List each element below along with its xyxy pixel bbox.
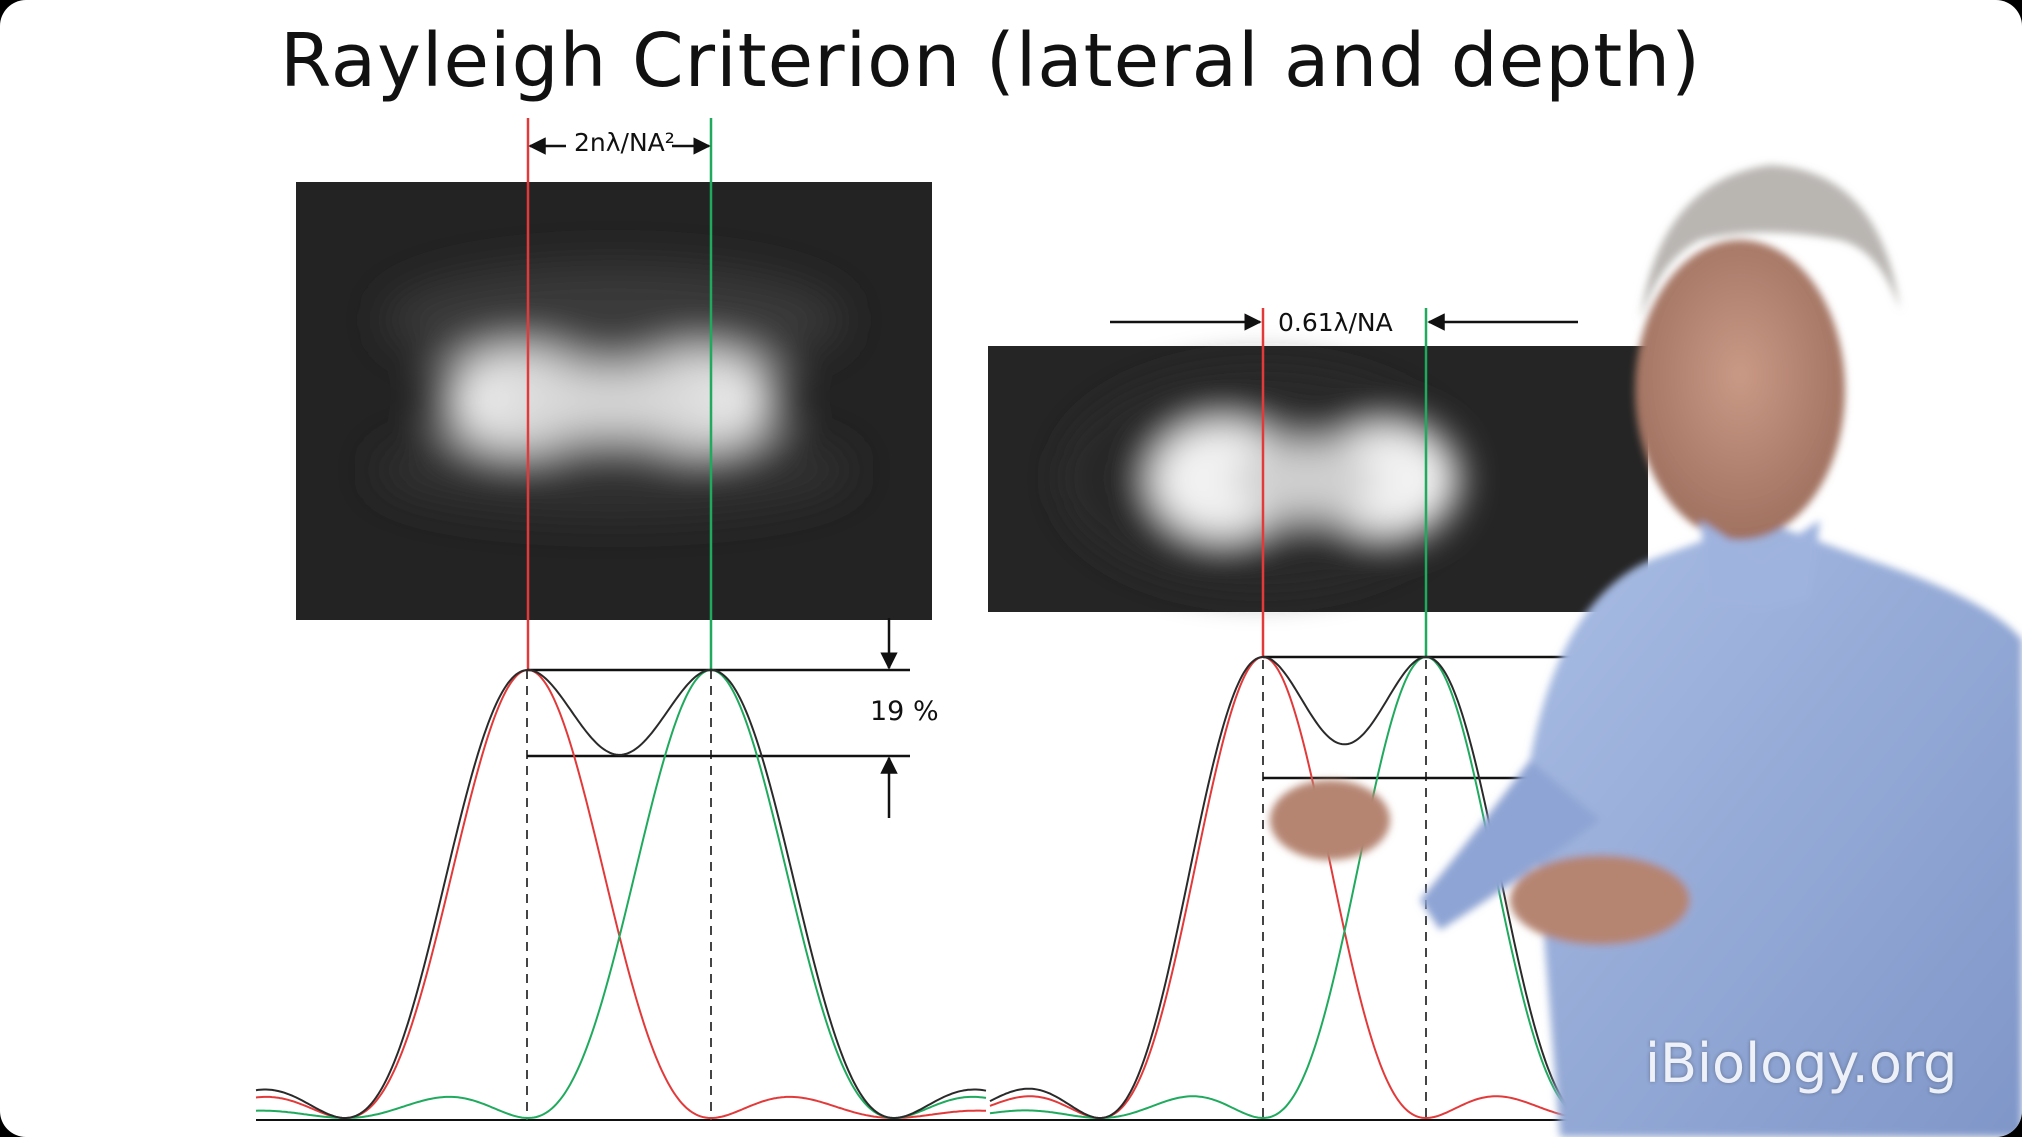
slide-title: Rayleigh Criterion (lateral and depth) — [280, 18, 1702, 104]
depth-sum-curve — [255, 668, 987, 1120]
depth-red-curve — [255, 668, 987, 1119]
ibiology-watermark: iBiology.org — [1645, 1032, 1958, 1095]
presenter — [1270, 165, 2022, 1137]
depth-psf-image — [296, 182, 932, 620]
lateral-psf-image — [988, 346, 1648, 612]
lateral-resolution-label: 0.61λ/NA — [1278, 308, 1393, 337]
depth-resolution-label: 2nλ/NA² — [574, 128, 675, 157]
dip-percent-label: 19 % — [870, 696, 939, 727]
lateral-sum-curve — [989, 655, 1641, 1120]
depth-green-curve — [255, 669, 987, 1120]
